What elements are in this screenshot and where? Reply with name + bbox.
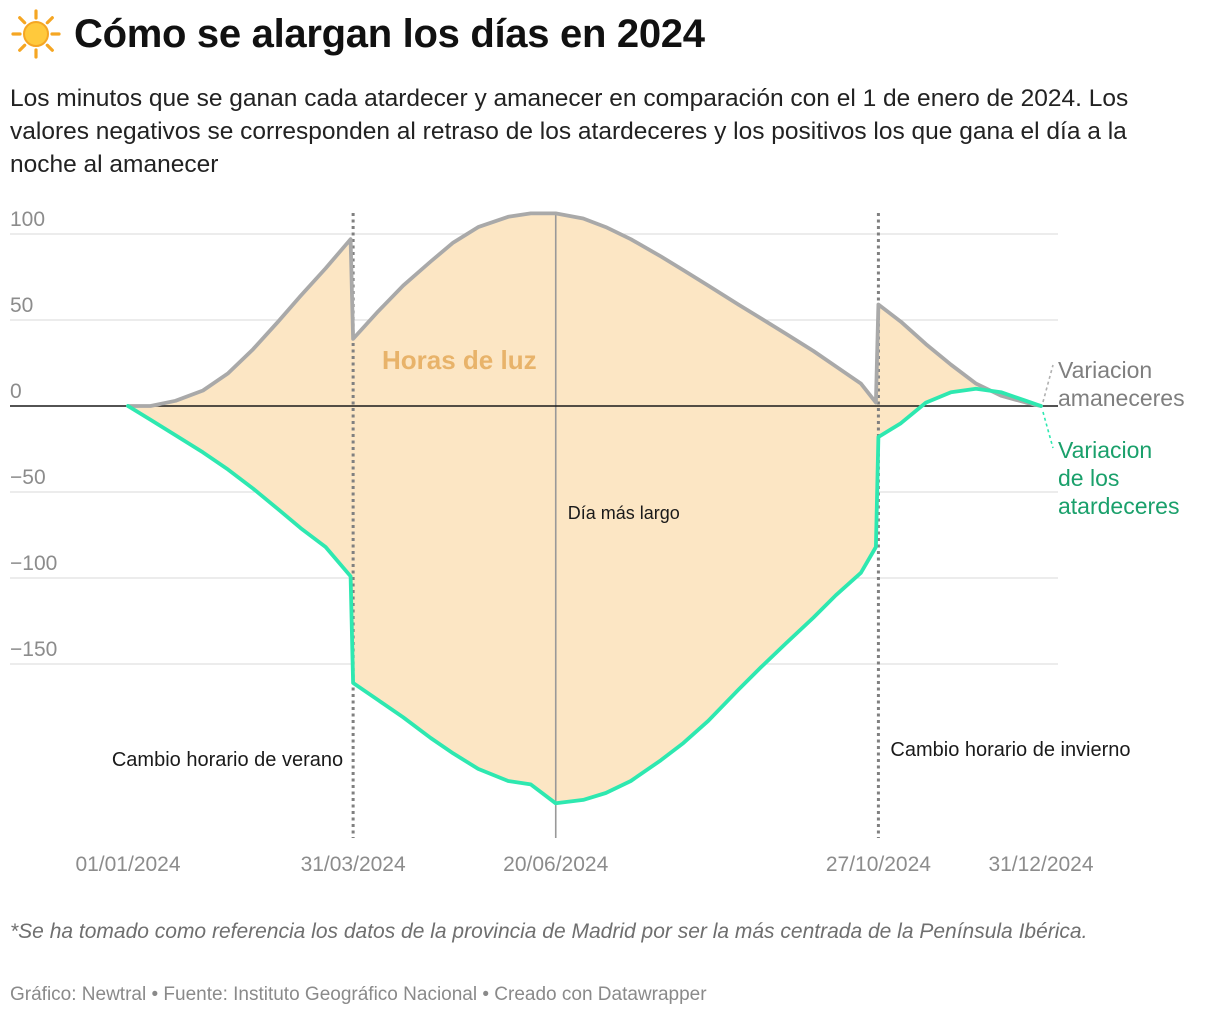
x-tick-label: 31/12/2024 bbox=[988, 853, 1093, 876]
annotation-label: Día más largo bbox=[568, 503, 680, 523]
sunrise-series-line bbox=[126, 211, 1043, 408]
sunrise-series-label: Variacion bbox=[1058, 357, 1152, 383]
y-tick-label: −150 bbox=[10, 638, 57, 661]
sunset-label-connector bbox=[1042, 411, 1054, 449]
sunrise-series-label: amaneceres bbox=[1058, 385, 1185, 411]
y-tick-label: −50 bbox=[10, 466, 46, 489]
sunrise-label-connector bbox=[1042, 364, 1054, 403]
sunset-series-label: Variacion bbox=[1058, 437, 1152, 463]
area-label: Horas de luz bbox=[382, 345, 537, 375]
sunset-series-label: de los bbox=[1058, 465, 1119, 491]
sunset-series-label: atardeceres bbox=[1058, 493, 1179, 519]
footnote: *Se ha tomado como referencia los datos … bbox=[10, 920, 1088, 943]
y-tick-label: −100 bbox=[10, 552, 57, 575]
title-text: Cómo se alargan los días en 2024 bbox=[74, 11, 705, 56]
x-tick-label: 20/06/2024 bbox=[503, 853, 608, 876]
x-tick-label: 31/03/2024 bbox=[301, 853, 406, 876]
credits: Gráfico: Newtral • Fuente: Instituto Geo… bbox=[10, 984, 707, 1005]
chart-subtitle: Los minutos que se ganan cada atardecer … bbox=[10, 85, 1129, 178]
y-tick-label: 0 bbox=[10, 380, 22, 403]
x-tick-label: 27/10/2024 bbox=[826, 853, 931, 876]
annotation-label: Cambio horario de verano bbox=[112, 749, 343, 771]
sunset-series-line bbox=[126, 386, 1043, 806]
chart-title: Cómo se alargan los días en 2024 bbox=[10, 8, 1200, 60]
y-tick-label: 50 bbox=[10, 294, 33, 317]
sun-icon bbox=[11, 9, 61, 59]
daylight-area bbox=[128, 213, 1041, 804]
y-tick-label: 100 bbox=[10, 208, 45, 231]
x-tick-label: 01/01/2024 bbox=[75, 853, 180, 876]
annotation-label: Cambio horario de invierno bbox=[890, 739, 1130, 761]
